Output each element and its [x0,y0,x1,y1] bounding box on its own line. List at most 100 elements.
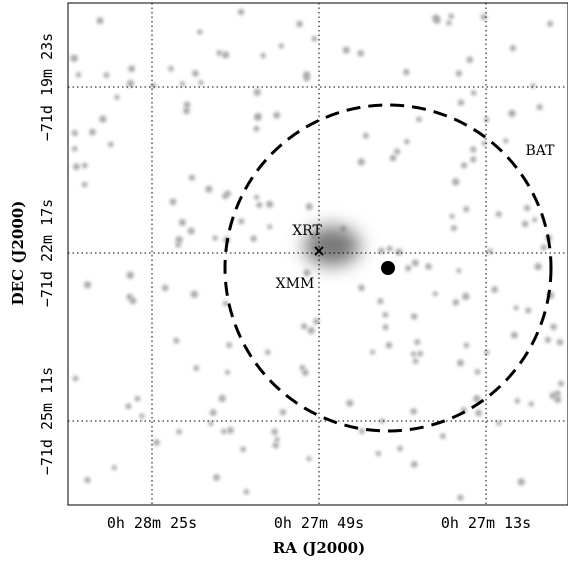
background-source [168,65,174,72]
background-source [254,114,261,121]
background-source [81,181,88,188]
background-source [536,104,543,111]
background-source [218,394,226,402]
background-source [357,158,365,166]
background-source [139,413,145,419]
background-source [213,474,220,481]
background-source [517,478,525,486]
bat-label: BAT [526,143,556,159]
background-source [253,125,260,132]
background-source [72,375,79,382]
background-source [425,263,432,270]
background-source [370,349,375,355]
background-source [462,292,470,301]
background-source [274,436,280,442]
background-source [513,305,519,311]
background-source [240,446,247,453]
background-source [193,365,200,372]
background-source [296,20,303,28]
background-source [534,263,542,271]
background-source [474,368,481,375]
background-source [358,284,365,292]
background-source [410,461,418,468]
background-source [432,14,440,22]
background-source [197,29,203,35]
background-source [161,284,169,292]
background-source [394,148,401,155]
background-source [475,409,482,417]
background-source [481,140,487,146]
background-source [480,13,487,21]
background-source [71,146,78,152]
background-source [205,185,213,193]
background-source [198,80,204,86]
background-source [176,428,182,435]
background-source [238,218,245,225]
background-source [208,420,214,427]
bat-position [381,261,395,275]
background-source [313,318,320,325]
background-source [227,426,234,434]
background-source [446,20,452,26]
background-source [550,323,557,331]
background-source [178,219,186,226]
xrt-label: XRT [292,223,322,239]
background-source [134,395,141,402]
background-source [386,245,393,252]
background-source [221,428,227,435]
background-source [496,420,502,426]
background-source [357,50,365,57]
background-source [212,235,218,241]
background-source [495,211,502,218]
background-source [256,202,263,208]
background-source [389,154,397,162]
background-source [463,342,470,349]
background-source [448,13,455,19]
background-source [525,307,532,314]
background-source [528,401,534,407]
background-source [509,45,516,52]
background-source [463,206,470,213]
background-source [457,359,464,367]
background-source [452,178,460,186]
background-source [410,408,418,415]
background-source [307,327,315,335]
background-source [412,358,419,364]
background-source [558,380,564,387]
background-source [449,213,455,219]
background-source [81,162,88,169]
background-source [397,445,403,452]
background-source [471,90,477,96]
background-source [410,351,417,357]
bat-error-circle [223,103,553,433]
background-source [411,313,418,320]
background-source [362,132,369,139]
background-source [265,349,271,356]
background-source [250,235,257,242]
background-source [403,68,410,76]
background-source [70,54,78,62]
background-source [375,450,381,457]
background-source [273,111,281,119]
background-source [470,156,477,163]
x-tick-label: 0h 27m 49s [274,514,364,532]
background-source [209,409,217,416]
background-source [414,339,421,346]
background-source [510,331,518,339]
xmm-label: XMM [276,276,315,292]
background-source [554,396,562,404]
x-tick-label: 0h 28m 25s [107,514,197,532]
background-source [346,399,354,407]
background-source [303,269,311,277]
background-source [455,70,463,77]
source-blob [304,226,360,266]
background-source [267,224,273,230]
background-source [306,456,312,462]
background-source [75,72,82,78]
background-source [382,311,389,318]
background-source [305,203,313,211]
background-source [452,299,460,306]
background-source [359,428,365,434]
background-source [279,409,287,416]
y-tick-label: −71d 22m 17s [38,199,56,307]
